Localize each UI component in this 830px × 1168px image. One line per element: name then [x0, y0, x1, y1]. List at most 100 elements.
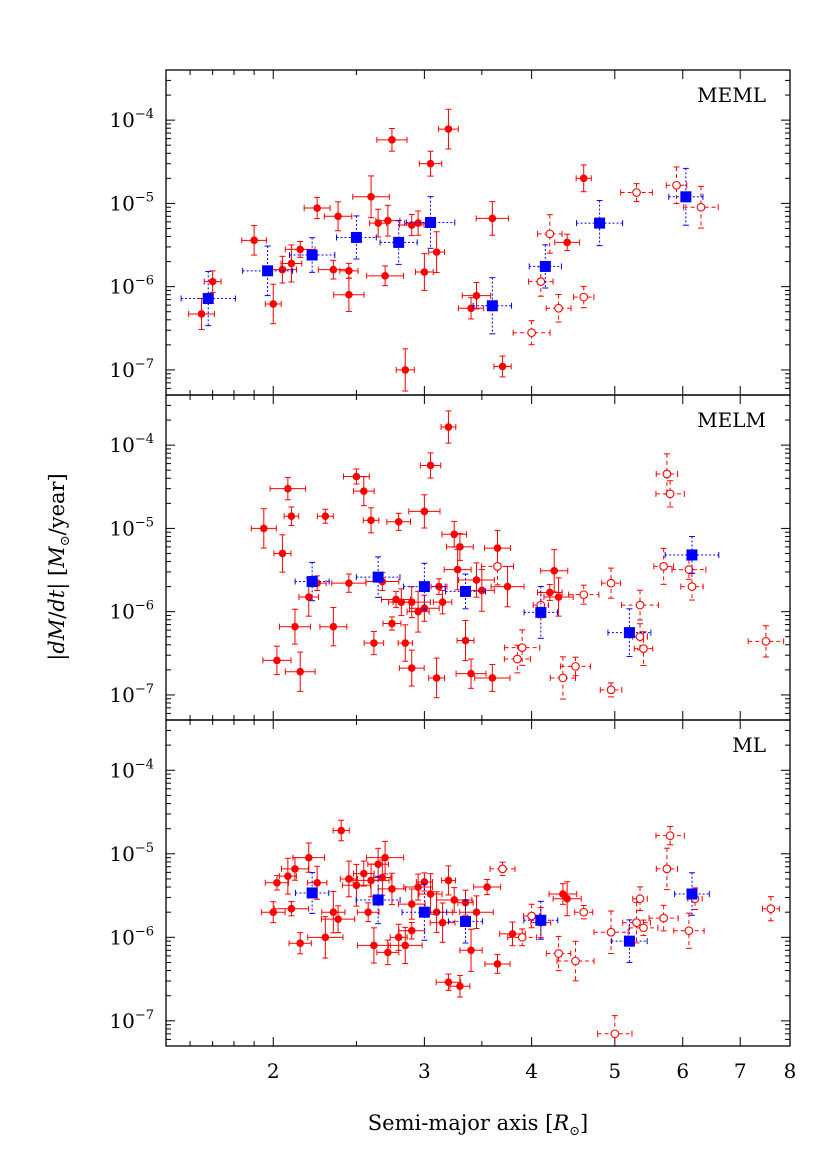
binned-point [425, 216, 437, 228]
data-point-open [513, 654, 522, 664]
series-filled [260, 819, 582, 998]
data-point-open [761, 637, 771, 646]
x-tick-label: 5 [608, 1059, 621, 1083]
data-point [472, 576, 481, 584]
data-point [321, 933, 330, 942]
panel-ml: 10−7 10−6 10−5 10−4 ML [109, 719, 791, 1047]
data-point [550, 566, 559, 575]
data-point-open [766, 904, 776, 914]
y-tick-label: 10−7 [109, 357, 154, 382]
data-point [337, 826, 346, 835]
data-point [407, 900, 416, 908]
data-point [444, 125, 453, 133]
data-point [407, 664, 416, 672]
series-open [512, 166, 719, 346]
data-point [488, 674, 497, 682]
data-point-open [498, 864, 507, 874]
error-bar [537, 214, 563, 254]
binned-point [306, 576, 318, 588]
y-tick-label: 10−7 [109, 1008, 154, 1033]
data-point [414, 883, 422, 891]
x-tick-label: 4 [525, 1059, 538, 1083]
series-filled [188, 108, 592, 392]
error-bar [556, 940, 595, 982]
data-point [503, 582, 512, 591]
y-tick-label: 10−4 [109, 432, 154, 457]
data-point [273, 878, 281, 887]
data-point [432, 908, 441, 916]
data-point-open [493, 562, 502, 571]
data-point-open [554, 949, 563, 958]
panel-frame [165, 719, 791, 1047]
binned-point [262, 265, 274, 277]
data-point [467, 946, 475, 955]
y-tick-label: 10−7 [109, 682, 154, 707]
data-point [269, 908, 278, 916]
data-point-open [696, 202, 706, 212]
y-axis-title: |dM/dt| [M⊙/year] [45, 473, 73, 661]
series-binned [294, 872, 710, 963]
data-point-open [579, 590, 589, 600]
data-point [384, 948, 392, 957]
data-point-open [635, 894, 645, 904]
data-point-open [571, 662, 580, 671]
data-point-open [517, 643, 527, 652]
data-point [401, 941, 410, 950]
binned-point [306, 887, 318, 899]
data-point [498, 362, 507, 371]
x-tick-label: 7 [734, 1059, 747, 1083]
data-point [352, 881, 361, 890]
error-bar [503, 644, 531, 674]
data-point-open [606, 578, 616, 588]
data-point [329, 622, 338, 631]
panel-ticks [166, 719, 791, 1047]
data-point-open [635, 632, 645, 642]
binned-point [594, 217, 606, 229]
panel-ticks [166, 69, 791, 396]
binned-point [686, 549, 698, 561]
binned-point [486, 300, 498, 312]
data-point [352, 472, 361, 481]
data-point-open [606, 927, 616, 937]
data-point [472, 291, 481, 300]
data-point [414, 219, 422, 227]
data-point-open [579, 907, 589, 917]
binned-point [418, 906, 430, 918]
error-bar [489, 861, 516, 877]
data-point [359, 869, 368, 878]
data-point [313, 878, 321, 887]
data-point [278, 265, 287, 274]
data-point [304, 853, 313, 862]
data-point [334, 212, 342, 221]
panel-frame [165, 69, 791, 396]
data-point [359, 487, 368, 495]
data-point [461, 898, 470, 907]
data-point [345, 875, 353, 883]
binned-point [680, 191, 692, 203]
data-point [414, 607, 422, 616]
x-tick-label: 6 [676, 1059, 689, 1083]
panel-data [180, 108, 719, 392]
data-point [370, 941, 378, 950]
x-axis-title: Semi-major axis [R⊙] [368, 1111, 589, 1139]
data-point-open [554, 303, 563, 313]
data-point [260, 524, 268, 533]
data-point [197, 310, 206, 318]
data-point [296, 245, 304, 254]
y-tick-label: 10−5 [109, 841, 154, 866]
error-bar [432, 589, 453, 615]
data-point [444, 978, 453, 987]
error-bar [362, 507, 380, 534]
data-point [456, 982, 464, 990]
data-point [287, 512, 296, 521]
data-point [401, 639, 410, 647]
data-point-open [684, 565, 694, 574]
data-point [384, 216, 392, 225]
data-point [456, 543, 464, 551]
data-point [284, 484, 292, 493]
data-point [273, 656, 281, 665]
data-point [381, 853, 389, 862]
data-point [444, 423, 453, 431]
